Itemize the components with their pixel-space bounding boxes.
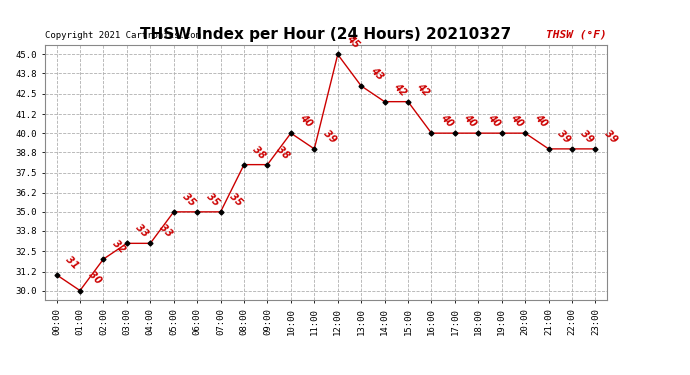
Text: 39: 39 [579, 128, 595, 145]
Text: 43: 43 [368, 65, 385, 82]
Text: 39: 39 [555, 128, 572, 145]
Text: 32: 32 [110, 238, 127, 255]
Text: 40: 40 [532, 112, 549, 129]
Text: 40: 40 [462, 112, 478, 129]
Text: 30: 30 [87, 270, 104, 286]
Text: 39: 39 [322, 128, 338, 145]
Text: 40: 40 [485, 112, 502, 129]
Text: 31: 31 [63, 254, 80, 271]
Text: 40: 40 [509, 112, 525, 129]
Text: 35: 35 [181, 191, 197, 208]
Text: 33: 33 [134, 222, 150, 239]
Title: THSW Index per Hour (24 Hours) 20210327: THSW Index per Hour (24 Hours) 20210327 [140, 27, 512, 42]
Text: 40: 40 [438, 112, 455, 129]
Text: Copyright 2021 Cartronics.com: Copyright 2021 Cartronics.com [45, 31, 201, 40]
Text: 42: 42 [391, 81, 408, 98]
Text: 45: 45 [345, 34, 362, 50]
Text: 42: 42 [415, 81, 432, 98]
Text: 38: 38 [251, 144, 268, 160]
Text: 40: 40 [298, 112, 315, 129]
Text: THSW (°F): THSW (°F) [546, 30, 607, 40]
Text: 35: 35 [204, 191, 221, 208]
Text: 35: 35 [228, 191, 244, 208]
Text: 33: 33 [157, 222, 174, 239]
Text: 39: 39 [602, 128, 619, 145]
Text: 38: 38 [275, 144, 291, 160]
